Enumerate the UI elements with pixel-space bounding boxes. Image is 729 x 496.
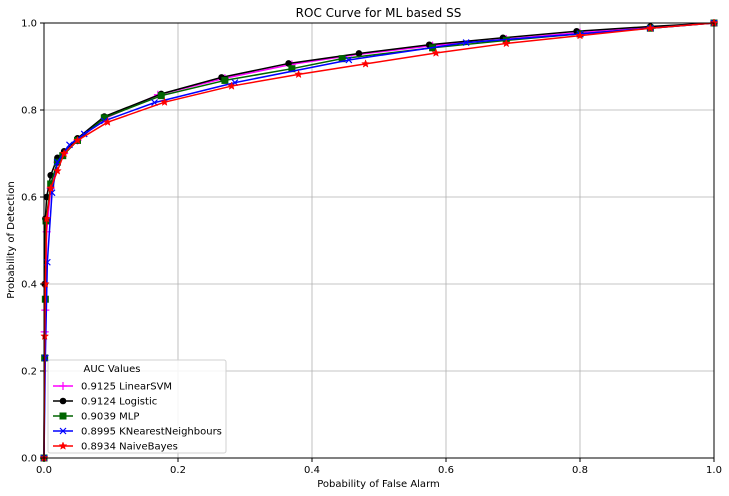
legend-entry: 0.9124 Logistic (81, 397, 157, 408)
x-tick-label: 1.0 (706, 465, 722, 476)
y-axis-label: Probability of Detection (6, 181, 17, 298)
data-point (59, 148, 69, 158)
data-point (501, 38, 511, 48)
data-point (103, 117, 113, 126)
legend-marker (59, 397, 67, 405)
y-tick-label: 0.4 (21, 280, 37, 291)
data-point (345, 56, 353, 64)
series-layer (39, 18, 719, 462)
series-line (43, 22, 715, 459)
legend-marker (59, 427, 67, 435)
legend-entry: 0.8934 NaiveBayes (81, 442, 178, 453)
legend-box (47, 359, 227, 454)
data-point (52, 166, 62, 175)
data-point (41, 354, 49, 362)
axis-ticks: 0.0 0.2 0.4 0.6 0.8 1.0 0.0 0.2 0.4 0.6 0.8 1.0 (21, 19, 722, 477)
series-line (43, 22, 715, 459)
data-point (227, 81, 237, 90)
data-point (40, 331, 50, 341)
data-point (645, 23, 655, 33)
legend-marker (58, 441, 68, 450)
legend-title: AUC Values (84, 364, 141, 375)
data-point (462, 39, 470, 46)
data-point (575, 30, 585, 40)
data-point (355, 50, 363, 57)
legend-entry: 0.9125 LinearSVM (81, 382, 172, 393)
chart-title: ROC Curve for ML based SS (296, 6, 462, 20)
data-point (431, 48, 441, 57)
data-point (160, 97, 170, 106)
plot-frame (43, 22, 715, 459)
data-point (221, 76, 229, 84)
data-point (46, 183, 56, 193)
x-tick-label: 0.6 (438, 465, 454, 476)
x-tick-label: 0.2 (170, 465, 186, 476)
x-tick-label: 0.0 (36, 465, 52, 476)
legend: AUC Values 0.9125 LinearSVM 0.9124 Logisti… (47, 359, 227, 454)
x-tick-label: 0.8 (572, 465, 588, 476)
data-point (73, 135, 82, 145)
data-point (157, 92, 165, 100)
legend-entry: 0.8995 KNearestNeighbours (81, 427, 222, 438)
data-point (361, 59, 371, 68)
x-tick-label: 0.4 (304, 465, 320, 476)
y-tick-label: 0.6 (21, 193, 37, 204)
x-axis-label: Pobability of False Alarm (317, 479, 440, 490)
y-tick-label: 0.2 (21, 367, 37, 378)
y-tick-label: 0.8 (21, 106, 37, 117)
legend-marker (59, 382, 67, 390)
y-tick-label: 0.0 (21, 454, 37, 465)
legend-entry: 0.9039 MLP (81, 412, 139, 423)
data-point (40, 279, 50, 288)
data-point (294, 69, 304, 79)
y-tick-label: 1.0 (21, 19, 37, 30)
legend-marker (59, 412, 67, 420)
